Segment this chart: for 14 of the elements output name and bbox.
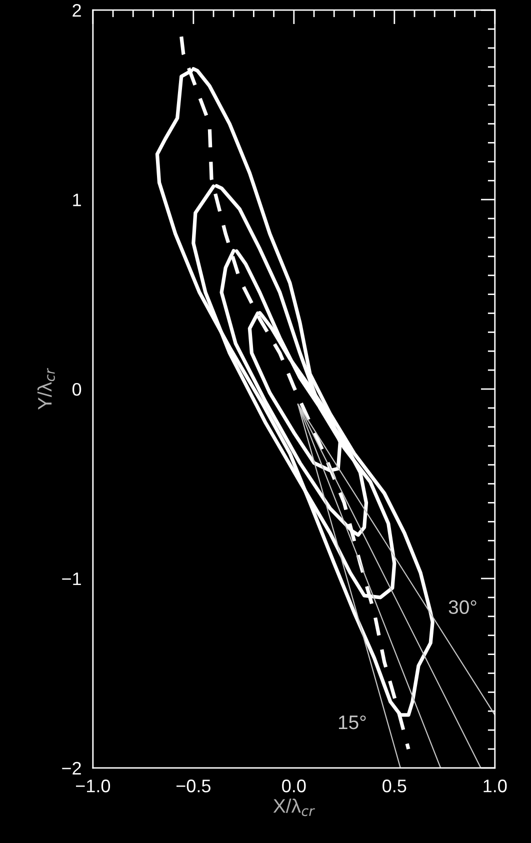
x-tick-label: −0.5 [176,780,210,792]
y-tick-label: −2 [62,762,81,775]
y-tick-label: 0 [72,382,82,396]
y-tick-label: −1 [62,572,81,586]
y-tick-label: 2 [72,4,81,17]
annotation: 30° [448,600,476,614]
x-tick-label: 1.0 [484,780,507,792]
annotation: 15° [338,715,366,730]
x-axis-title: X/λ$_{cr}$ [273,798,315,816]
y-tick-label: 1 [73,194,81,206]
x-tick-label: 0.0 [282,780,306,792]
x-tick-label: −1.0 [76,780,110,792]
x-tick-label: 0.5 [382,780,406,792]
y-axis-title: Y/λ$_{cr}$ [37,368,55,410]
